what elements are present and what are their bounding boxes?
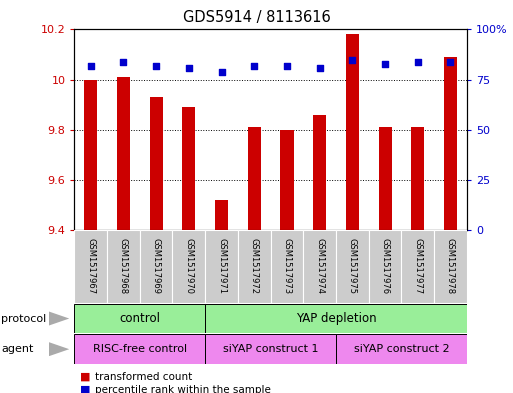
Text: GSM1517976: GSM1517976 [381,238,389,294]
Point [218,68,226,75]
Point [446,59,455,65]
Text: GSM1517968: GSM1517968 [119,238,128,294]
Bar [411,127,424,230]
Text: ■: ■ [80,372,90,382]
Point [381,61,389,67]
Bar [346,35,359,230]
Text: GSM1517971: GSM1517971 [217,238,226,294]
Bar [336,230,369,303]
Bar [313,115,326,230]
Bar [379,127,391,230]
Text: GDS5914 / 8113616: GDS5914 / 8113616 [183,10,330,25]
Bar [172,230,205,303]
Point [283,62,291,69]
Point [120,59,128,65]
Bar [215,200,228,230]
Bar [182,107,195,230]
Point [348,56,357,62]
Text: control: control [120,312,160,325]
Text: GSM1517972: GSM1517972 [250,238,259,294]
Bar [401,230,434,303]
Bar [140,230,172,303]
Bar [117,77,130,230]
Text: siYAP construct 1: siYAP construct 1 [223,344,319,354]
Text: transformed count: transformed count [95,372,192,382]
Polygon shape [49,311,69,325]
Text: GSM1517975: GSM1517975 [348,238,357,294]
Text: YAP depletion: YAP depletion [295,312,377,325]
Text: protocol: protocol [1,314,46,323]
Text: GSM1517977: GSM1517977 [413,238,422,294]
Point [315,64,324,71]
Bar [336,334,467,364]
Bar [444,57,457,230]
Text: GSM1517974: GSM1517974 [315,238,324,294]
Point [152,62,160,69]
Point [87,62,95,69]
Point [185,64,193,71]
Text: GSM1517967: GSM1517967 [86,238,95,294]
Bar [238,230,271,303]
Polygon shape [49,342,69,356]
Text: ■: ■ [80,385,90,393]
Text: percentile rank within the sample: percentile rank within the sample [95,385,271,393]
Text: GSM1517978: GSM1517978 [446,238,455,294]
Text: GSM1517969: GSM1517969 [152,238,161,294]
Bar [434,230,467,303]
Bar [107,230,140,303]
Point [250,62,259,69]
Bar [150,97,163,230]
Text: agent: agent [1,344,33,354]
Bar [303,230,336,303]
Text: GSM1517973: GSM1517973 [283,238,291,294]
Bar [281,130,293,230]
Bar [205,304,467,333]
Bar [205,334,336,364]
Bar [84,79,97,230]
Point [413,59,422,65]
Bar [74,334,205,364]
Bar [74,230,107,303]
Text: RISC-free control: RISC-free control [93,344,187,354]
Bar [369,230,401,303]
Text: GSM1517970: GSM1517970 [184,238,193,294]
Bar [205,230,238,303]
Bar [270,230,303,303]
Bar [248,127,261,230]
Bar [74,304,205,333]
Text: siYAP construct 2: siYAP construct 2 [353,344,449,354]
